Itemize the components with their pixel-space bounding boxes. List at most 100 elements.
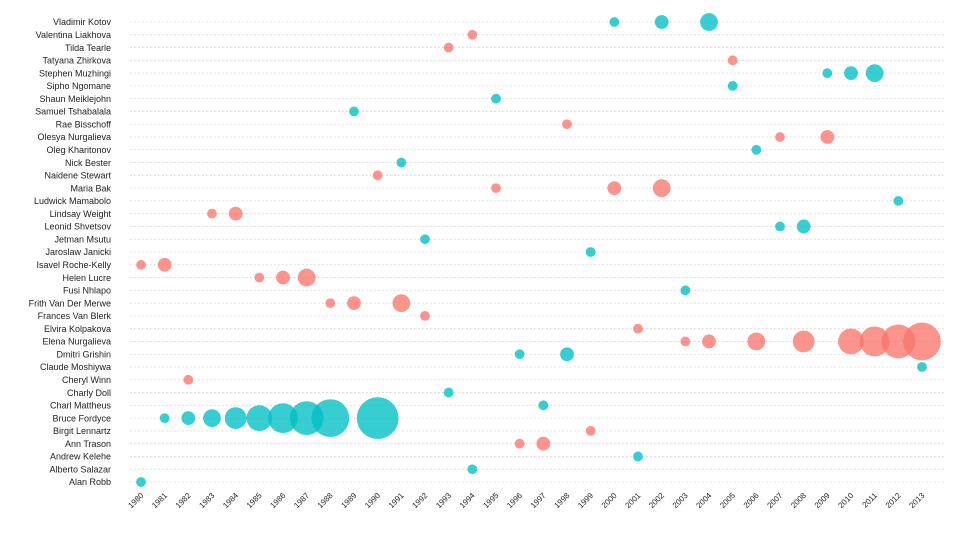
y-tick-label: Tatyana Zhirkova: [42, 56, 111, 66]
data-point: [396, 157, 407, 168]
y-tick-label: Elvira Kolpakova: [44, 324, 111, 334]
data-point: [654, 15, 669, 29]
data-point: [536, 436, 551, 451]
data-point: [224, 407, 247, 430]
data-point: [607, 181, 622, 196]
data-point: [183, 374, 194, 385]
data-point: [903, 322, 941, 361]
data-point: [514, 438, 525, 449]
y-tick-label: Fusi Nhlapo: [63, 286, 111, 296]
y-tick-label: Samuel Tshabalala: [35, 107, 111, 117]
y-tick-label: Maria Bak: [70, 183, 111, 193]
data-point: [751, 144, 762, 155]
data-point: [680, 285, 691, 296]
data-point: [136, 477, 146, 487]
data-point: [865, 64, 884, 83]
x-tick-label: 1990: [363, 491, 382, 510]
data-point: [562, 119, 572, 130]
data-point: [311, 399, 350, 438]
x-tick-label: 2004: [694, 491, 713, 510]
x-tick-label: 1983: [197, 491, 216, 510]
x-tick-label: 2006: [742, 491, 761, 510]
data-point: [207, 208, 217, 219]
data-point: [356, 397, 399, 440]
x-tick-label: 2009: [813, 491, 832, 510]
data-point: [702, 334, 716, 349]
y-tick-label: Frances Van Blerk: [38, 311, 112, 321]
y-tick-label: Andrew Kelehe: [50, 452, 111, 462]
y-tick-label: Bruce Fordyce: [52, 413, 111, 423]
x-tick-label: 1989: [339, 491, 358, 510]
x-tick-label: 1998: [552, 491, 571, 510]
x-tick-label: 1997: [529, 491, 548, 510]
data-point: [420, 234, 430, 245]
x-tick-label: 2011: [861, 491, 880, 510]
data-point: [246, 405, 273, 432]
y-tick-label: Ann Trason: [65, 439, 111, 449]
x-tick-label: 2002: [647, 491, 666, 510]
data-point: [633, 451, 643, 462]
y-tick-label: Frith Van Der Merwe: [29, 298, 111, 308]
y-tick-label: Alberto Salazar: [49, 464, 111, 474]
y-tick-label: Ludwick Mamabolo: [34, 196, 111, 206]
data-point: [159, 413, 170, 424]
x-tick-label: 2003: [671, 491, 690, 510]
x-tick-label: 1984: [221, 491, 240, 510]
y-axis-labels: Vladimir Kotov Valentina Liakhova Tilda Te…: [29, 17, 112, 487]
y-tick-label: Helen Lucre: [62, 273, 111, 283]
x-tick-label: 1991: [387, 491, 406, 510]
data-point: [775, 221, 785, 232]
x-tick-label: 2005: [718, 491, 737, 510]
data-point: [443, 42, 454, 53]
y-tick-label: Oleg Kharitonov: [46, 145, 111, 155]
x-tick-label: 1995: [481, 491, 500, 510]
x-tick-label: 1987: [292, 491, 311, 510]
data-point: [467, 464, 478, 475]
data-point: [560, 347, 574, 362]
y-tick-label: Charl Mattheus: [50, 401, 112, 411]
data-point: [727, 55, 738, 66]
data-point: [609, 17, 620, 27]
y-tick-label: Isavel Roche-Kelly: [36, 260, 111, 270]
x-tick-label: 1982: [174, 491, 193, 510]
x-tick-label: 1988: [316, 491, 335, 510]
x-tick-label: 1980: [126, 491, 145, 510]
data-point: [917, 362, 927, 372]
x-tick-label: 1992: [410, 491, 429, 510]
data-point: [796, 219, 811, 234]
y-tick-label: Tilda Tearle: [65, 43, 111, 53]
data-point: [268, 403, 298, 434]
y-tick-label: Alan Robb: [69, 477, 111, 487]
data-point: [181, 411, 196, 426]
data-point: [585, 247, 596, 257]
data-point: [347, 296, 361, 311]
data-point: [276, 270, 290, 285]
y-tick-label: Jetman Msutu: [54, 234, 111, 244]
data-point: [420, 310, 430, 321]
data-point: [325, 298, 336, 309]
data-point: [297, 268, 316, 287]
y-tick-label: Birgit Lennartz: [53, 426, 112, 436]
data-point: [822, 68, 833, 79]
data-point: [844, 66, 858, 81]
x-tick-label: 2010: [836, 491, 855, 510]
y-tick-label: Sipho Ngomane: [46, 81, 111, 91]
data-point: [700, 13, 718, 31]
data-point: [747, 332, 766, 351]
data-point: [228, 206, 243, 221]
data-point: [585, 425, 596, 436]
data-points: [136, 13, 941, 487]
y-tick-label: Vladimir Kotov: [53, 17, 112, 27]
y-tick-label: Elena Nurgalieva: [42, 337, 111, 347]
y-tick-label: Dmitri Grishin: [56, 349, 111, 359]
y-tick-label: Olesya Nurgalieva: [37, 132, 111, 142]
x-tick-label: 2000: [600, 491, 619, 510]
data-point: [859, 326, 890, 357]
data-point: [680, 336, 691, 347]
x-tick-label: 2013: [907, 491, 926, 510]
data-point: [491, 93, 501, 104]
data-point: [157, 257, 172, 272]
x-axis-labels: 1980 1981 1982 1983 1984 1985 1986 1987 1988 1989…: [126, 491, 926, 510]
x-tick-label: 1993: [434, 491, 453, 510]
